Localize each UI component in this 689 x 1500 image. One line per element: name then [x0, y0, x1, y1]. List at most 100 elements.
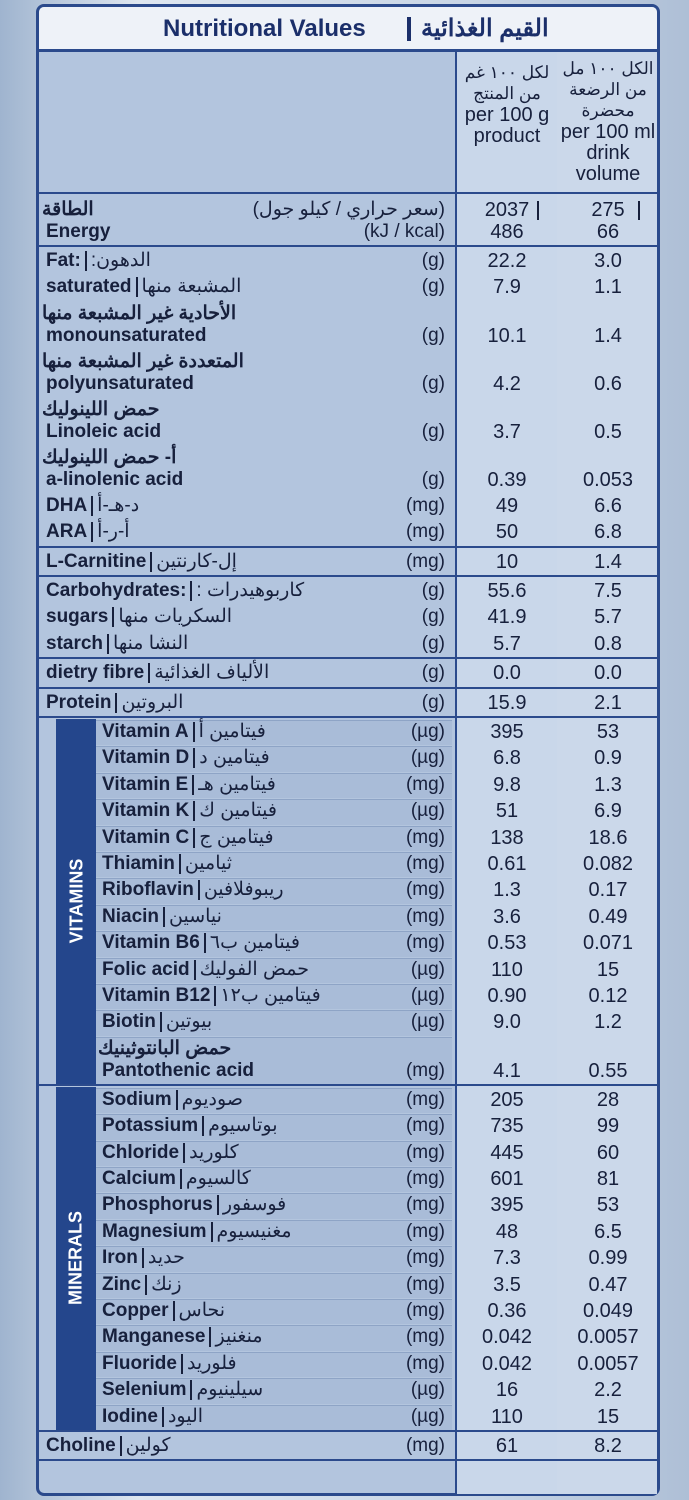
column-header: من المنتج	[473, 84, 541, 103]
separator	[193, 748, 196, 769]
separator	[172, 1301, 175, 1321]
row-band	[96, 1087, 452, 1114]
section-line	[39, 716, 657, 718]
unit: (mg)	[405, 1115, 445, 1137]
column-header: لكل ١٠٠ غم	[464, 63, 550, 82]
separator	[91, 495, 94, 516]
row-band	[96, 1378, 452, 1404]
label-en: Chloride	[102, 1141, 180, 1163]
unit: (µg)	[410, 800, 445, 822]
value: 6.9	[594, 800, 622, 823]
label-en: Folic acid	[102, 958, 190, 980]
label-ar: ريبوفلافين	[203, 879, 284, 901]
label-ar: فيتامين أ	[198, 721, 266, 742]
row-band	[96, 746, 452, 772]
value: 1.4	[594, 324, 622, 347]
row-band	[96, 904, 452, 931]
separator	[159, 1012, 162, 1033]
separator	[193, 959, 196, 980]
label-ar: كولين	[125, 1435, 171, 1456]
label-en: Phosphorus	[102, 1194, 213, 1216]
separator	[107, 633, 110, 654]
header-line	[39, 192, 657, 194]
label-ar: نحاس	[178, 1300, 226, 1321]
value: 395	[490, 721, 524, 743]
value: 7.9	[493, 276, 521, 299]
value: 7.3	[493, 1247, 521, 1270]
value: 0.049	[582, 1300, 634, 1322]
label-ar: المشبعة منها	[141, 276, 242, 298]
separator	[192, 722, 195, 742]
value: 61	[495, 1435, 519, 1457]
section-line	[39, 1083, 657, 1086]
label-ar: حمض اللينوليك	[42, 398, 160, 420]
unit: (g)	[421, 606, 445, 628]
row-band	[96, 1114, 452, 1140]
label-ar: الألياف الغذائية	[154, 662, 270, 684]
unit: (mg)	[405, 1088, 445, 1110]
value: 66	[596, 221, 620, 243]
separator	[148, 663, 151, 684]
separator	[190, 581, 193, 601]
label-en: Protein	[46, 691, 112, 713]
separator	[193, 801, 196, 822]
value: 3.6	[493, 905, 521, 928]
label-ar: بوتاسيوم	[208, 1115, 278, 1137]
unit: (g)	[421, 632, 445, 654]
value-columns	[455, 52, 658, 1494]
value: 110	[491, 1405, 523, 1428]
value: 3.5	[493, 1273, 521, 1296]
value: 22.2	[487, 250, 527, 272]
column-header: per 100 ml	[560, 121, 656, 143]
label-en: ARA	[46, 521, 88, 543]
label-ar: الطاقة	[42, 199, 94, 220]
row-band	[96, 799, 452, 825]
value: 735	[490, 1115, 524, 1138]
label-ar: فيتامين هـ	[198, 773, 276, 795]
row-band	[96, 1193, 452, 1219]
row-band	[96, 984, 452, 1010]
value: 9.0	[493, 1011, 521, 1034]
label-en: Thiamin	[102, 853, 175, 874]
label-ar: المتعددة غير المشبعة منها	[42, 350, 244, 372]
section-side: VITAMINS	[56, 719, 96, 1084]
column-header: drink	[586, 142, 630, 164]
value: 15.9	[487, 691, 527, 714]
unit: (kJ / kcal)	[363, 221, 445, 242]
value: 6.8	[594, 521, 622, 544]
label-en: Linoleic acid	[46, 420, 162, 442]
label-en: Zinc	[102, 1273, 142, 1295]
value: 0.053	[582, 468, 634, 491]
unit: (سعر حراري / كيلو جول)	[252, 199, 445, 220]
separator	[180, 1353, 183, 1374]
value: 0.0	[493, 662, 521, 685]
label-en: Iron	[102, 1247, 138, 1269]
separator	[175, 1089, 178, 1110]
value: 3.0	[594, 250, 622, 272]
label-ar: كاربوهيدرات :	[196, 580, 305, 601]
value: 5.7	[493, 632, 521, 655]
value: 15	[596, 958, 620, 981]
value: 10.1	[487, 324, 527, 347]
unit: (g)	[421, 250, 445, 271]
value: 0.17	[588, 879, 628, 902]
label-en: L-Carnitine	[46, 550, 147, 572]
row-band	[96, 1246, 452, 1272]
value: 3.7	[493, 420, 521, 443]
label-ar: السكريات منها	[118, 606, 233, 628]
label-en: saturated	[46, 276, 132, 298]
title-bar: Nutritional Values القيم الغذائية	[39, 7, 657, 52]
unit: (mg)	[405, 1059, 445, 1081]
value: 138	[490, 826, 524, 849]
label-en: Pantothenic acid	[102, 1059, 255, 1081]
section-label: VITAMINS	[66, 859, 87, 944]
unit: (mg)	[405, 1300, 445, 1321]
row-band	[96, 1351, 452, 1378]
separator	[209, 1327, 212, 1348]
value: 0.042	[481, 1326, 533, 1349]
value: 53	[596, 1194, 620, 1217]
row-band	[96, 878, 452, 904]
value: 0.0057	[577, 1326, 639, 1349]
unit: (µg)	[410, 958, 445, 980]
